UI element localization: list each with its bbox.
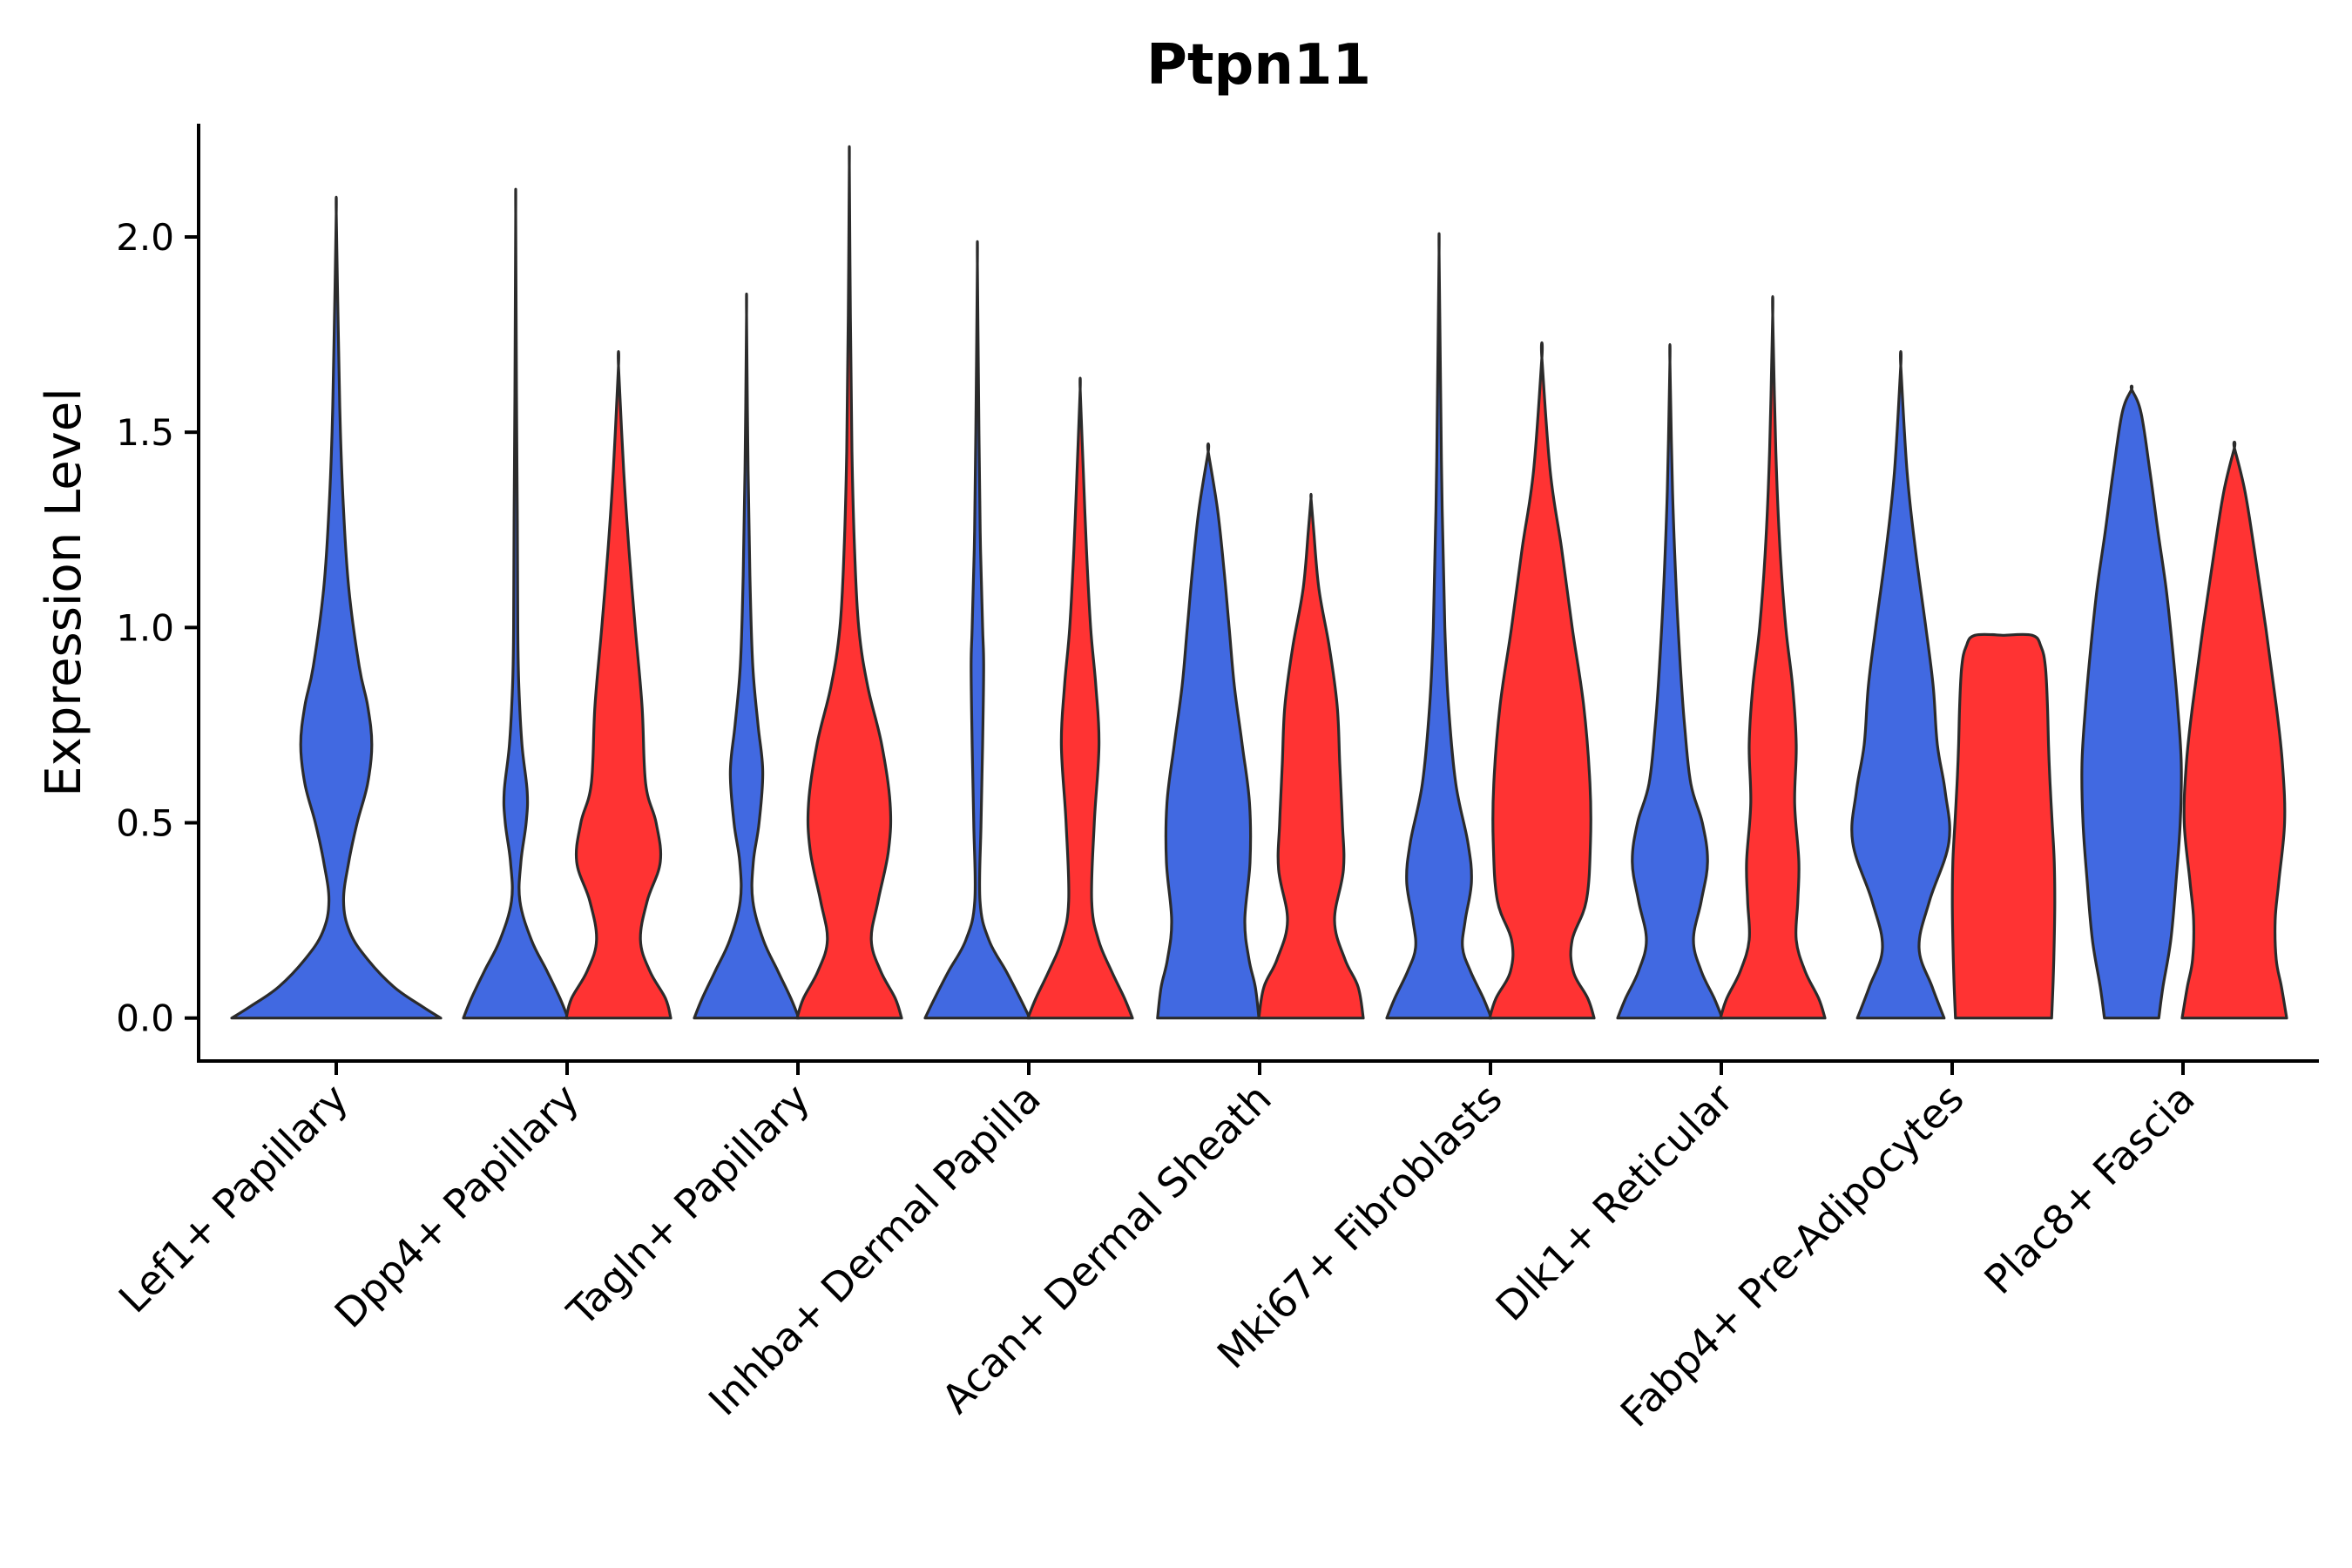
y-tick-label: 1.5: [116, 411, 174, 454]
x-category-label: Dpp4+ Papillary: [326, 1075, 588, 1337]
violin-1-1: [564, 350, 672, 1020]
violin-2-1: [795, 145, 903, 1020]
x-category-label: Lef1+ Papillary: [110, 1075, 357, 1322]
violin-4-0: [1156, 442, 1260, 1020]
violin-1-0: [462, 188, 570, 1020]
violin-group: [230, 145, 2288, 1020]
x-category-label: Plac8+ Fascia: [1975, 1075, 2203, 1303]
violin-8-1: [2180, 440, 2288, 1020]
y-tick-label: 0.5: [116, 802, 174, 845]
x-category-label: Tagln+ Papillary: [558, 1075, 819, 1336]
violin-2-0: [693, 293, 801, 1020]
violin-5-0: [1385, 232, 1493, 1020]
violin-8-0: [2080, 384, 2183, 1020]
violin-3-1: [1026, 376, 1134, 1020]
violin-3-0: [923, 240, 1031, 1020]
violin-7-0: [1850, 350, 1951, 1020]
y-tick-label: 0.0: [116, 997, 174, 1040]
y-tick-label: 1.0: [116, 606, 174, 649]
violin-6-1: [1719, 294, 1827, 1020]
y-axis-label: Expression Level: [36, 388, 92, 797]
violin-0-0: [230, 195, 443, 1020]
y-tick-label: 2.0: [116, 216, 174, 259]
x-category-label: Dlk1+ Reticular: [1487, 1075, 1742, 1330]
violin-5-1: [1488, 341, 1596, 1020]
violin-7-1: [1950, 632, 2057, 1020]
violin-4-1: [1257, 492, 1365, 1020]
chart-title: Ptpn11: [1146, 33, 1371, 98]
y-ticks: 0.0 0.5 1.0 1.5 2.0: [116, 216, 199, 1040]
violin-6-0: [1616, 342, 1724, 1020]
